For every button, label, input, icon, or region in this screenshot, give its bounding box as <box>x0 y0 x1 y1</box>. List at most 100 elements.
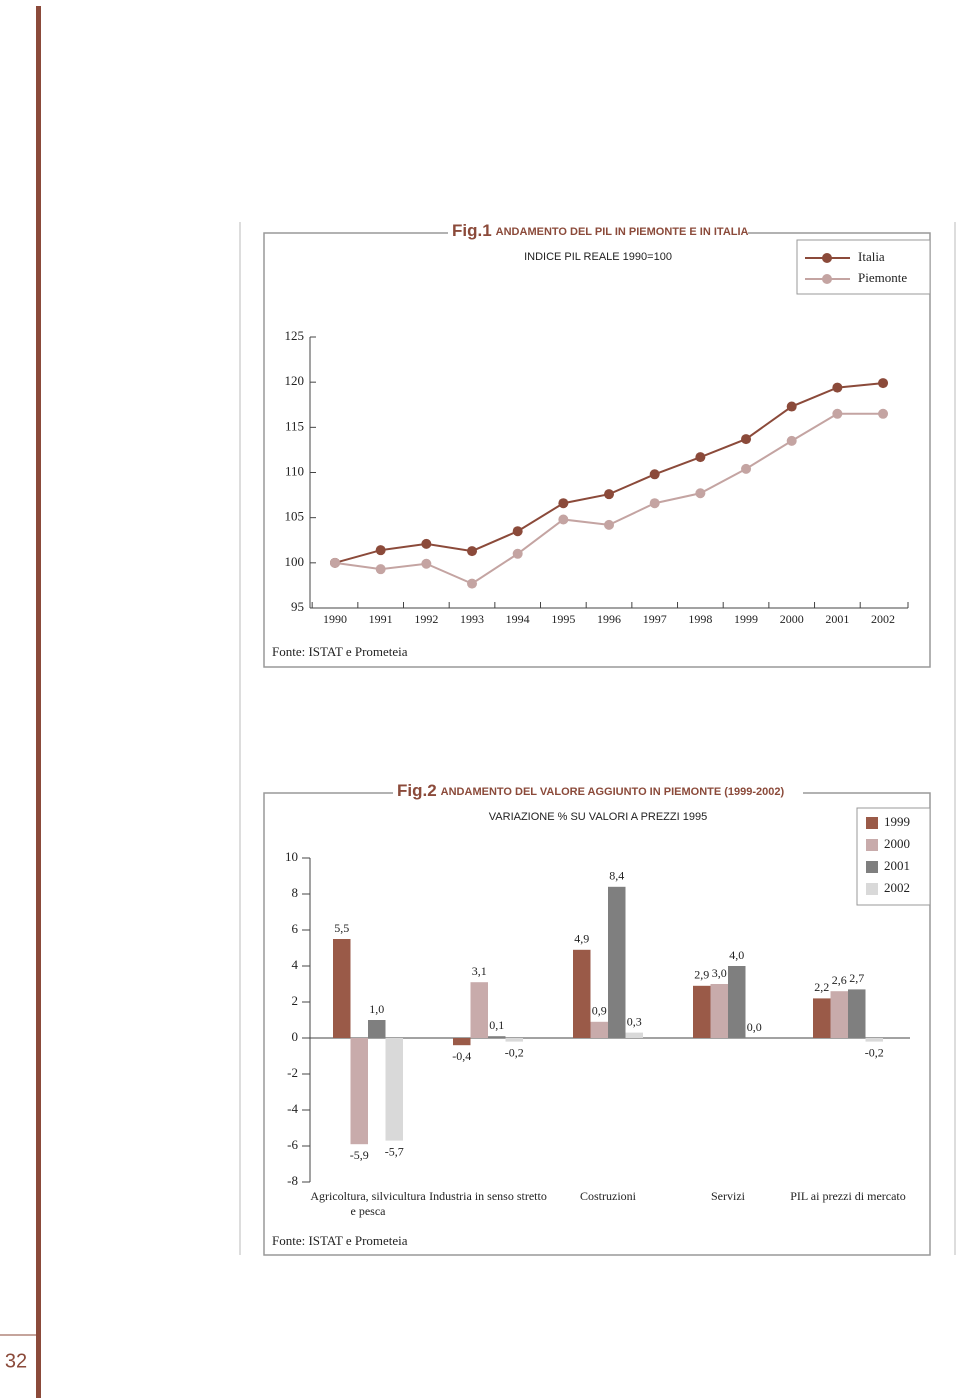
x-tick-label: 1993 <box>460 612 484 626</box>
value-label: -0,2 <box>505 1045 524 1059</box>
y-tick-label: 4 <box>292 957 299 972</box>
legend-swatch <box>866 839 878 851</box>
x-tick-label: 2000 <box>780 612 804 626</box>
value-label: 5,5 <box>334 921 349 935</box>
bar <box>453 1038 471 1046</box>
value-label: -5,9 <box>350 1148 369 1162</box>
bar <box>608 886 626 1038</box>
point <box>421 538 432 549</box>
y-tick-label: -2 <box>287 1065 298 1080</box>
bar <box>470 982 488 1038</box>
point <box>786 401 797 412</box>
bar <box>488 1036 506 1038</box>
value-label: 0,1 <box>489 1018 504 1032</box>
point <box>467 578 478 589</box>
bar <box>865 1038 883 1042</box>
point <box>467 546 478 557</box>
x-tick-label: 1994 <box>506 612 530 626</box>
y-tick-label: 0 <box>292 1029 299 1044</box>
y-tick-label: 125 <box>285 328 305 343</box>
point <box>878 378 889 389</box>
value-label: 2,9 <box>694 968 709 982</box>
legend-label: 1999 <box>884 814 910 829</box>
y-tick-label: 105 <box>285 509 305 524</box>
x-tick-label: 1992 <box>414 612 438 626</box>
x-tick-label: 1996 <box>597 612 621 626</box>
point <box>375 564 386 575</box>
point <box>649 498 660 509</box>
y-tick-label: 8 <box>292 885 299 900</box>
y-tick-label: 120 <box>285 373 305 388</box>
value-label: -5,7 <box>385 1144 404 1158</box>
point <box>558 498 569 509</box>
y-tick-label: -4 <box>287 1101 298 1116</box>
x-tick-label: 2001 <box>825 612 849 626</box>
legend-box <box>796 239 931 295</box>
value-label: 2,6 <box>832 973 847 987</box>
bar <box>813 998 831 1038</box>
margin-bar <box>36 6 41 1398</box>
bar <box>505 1038 523 1042</box>
bar <box>590 1021 608 1038</box>
fig-label: Fig.1 <box>452 221 492 240</box>
value-label: 3,1 <box>472 964 487 978</box>
title: ANDAMENTO DEL PIL IN PIEMONTE E IN ITALI… <box>496 226 749 238</box>
x-tick-label: 1990 <box>323 612 347 626</box>
x-tick-label: 1998 <box>688 612 712 626</box>
point <box>512 548 523 559</box>
legend-label: Italia <box>858 249 885 264</box>
legend-swatch <box>866 883 878 895</box>
y-tick-label: -8 <box>287 1173 298 1188</box>
point <box>832 408 843 419</box>
x-tick-label: 1991 <box>369 612 393 626</box>
x-tick-label: 2002 <box>871 612 895 626</box>
frame <box>263 232 931 1256</box>
series-line <box>334 382 884 564</box>
value-label: 0,3 <box>627 1014 642 1028</box>
value-label: 2,7 <box>849 971 864 985</box>
figure-title: Fig.2 ANDAMENTO DEL VALORE AGGIUNTO IN PI… <box>397 781 785 800</box>
source: Fonte: ISTAT e Prometeia <box>272 644 408 659</box>
title: ANDAMENTO DEL VALORE AGGIUNTO IN PIEMONT… <box>441 786 785 798</box>
bar <box>728 966 746 1038</box>
legend-marker <box>822 253 832 263</box>
point <box>604 519 615 530</box>
point <box>695 488 706 499</box>
value-label: 0,0 <box>747 1020 762 1034</box>
point <box>786 435 797 446</box>
bar <box>573 949 591 1038</box>
point <box>878 408 889 419</box>
value-label: 8,4 <box>609 869 624 883</box>
bar <box>693 985 711 1038</box>
bar <box>350 1038 368 1145</box>
x-tick-label: Servizi <box>711 1189 745 1203</box>
x-tick-label: 1997 <box>643 612 667 626</box>
y-tick-label: 95 <box>291 599 304 614</box>
value-label: 4,0 <box>729 948 744 962</box>
legend-label: 2002 <box>884 880 910 895</box>
bar <box>848 989 866 1038</box>
legend-marker <box>822 274 832 284</box>
point <box>421 558 432 569</box>
y-tick-label: 100 <box>285 554 305 569</box>
x-tick-label: Costruzioni <box>580 1189 636 1203</box>
legend-swatch <box>866 861 878 873</box>
legend-label: 2001 <box>884 858 910 873</box>
x-tick-label: Agricoltura, silvicultura e pesca <box>310 1189 426 1218</box>
y-tick-label: 10 <box>285 849 298 864</box>
bar <box>333 939 351 1038</box>
point <box>330 557 340 568</box>
value-label: 4,9 <box>574 932 589 946</box>
figure-title: Fig.1 ANDAMENTO DEL PIL IN PIEMONTE E IN … <box>452 221 749 240</box>
value-label: -0,2 <box>865 1045 884 1059</box>
source: Fonte: ISTAT e Prometeia <box>272 1233 408 1248</box>
point <box>695 452 706 463</box>
y-tick-label: 6 <box>292 921 299 936</box>
y-tick-label: -6 <box>287 1137 298 1152</box>
value-label: 3,0 <box>712 966 727 980</box>
point <box>512 526 523 537</box>
bar <box>710 984 728 1038</box>
bar <box>368 1020 386 1038</box>
